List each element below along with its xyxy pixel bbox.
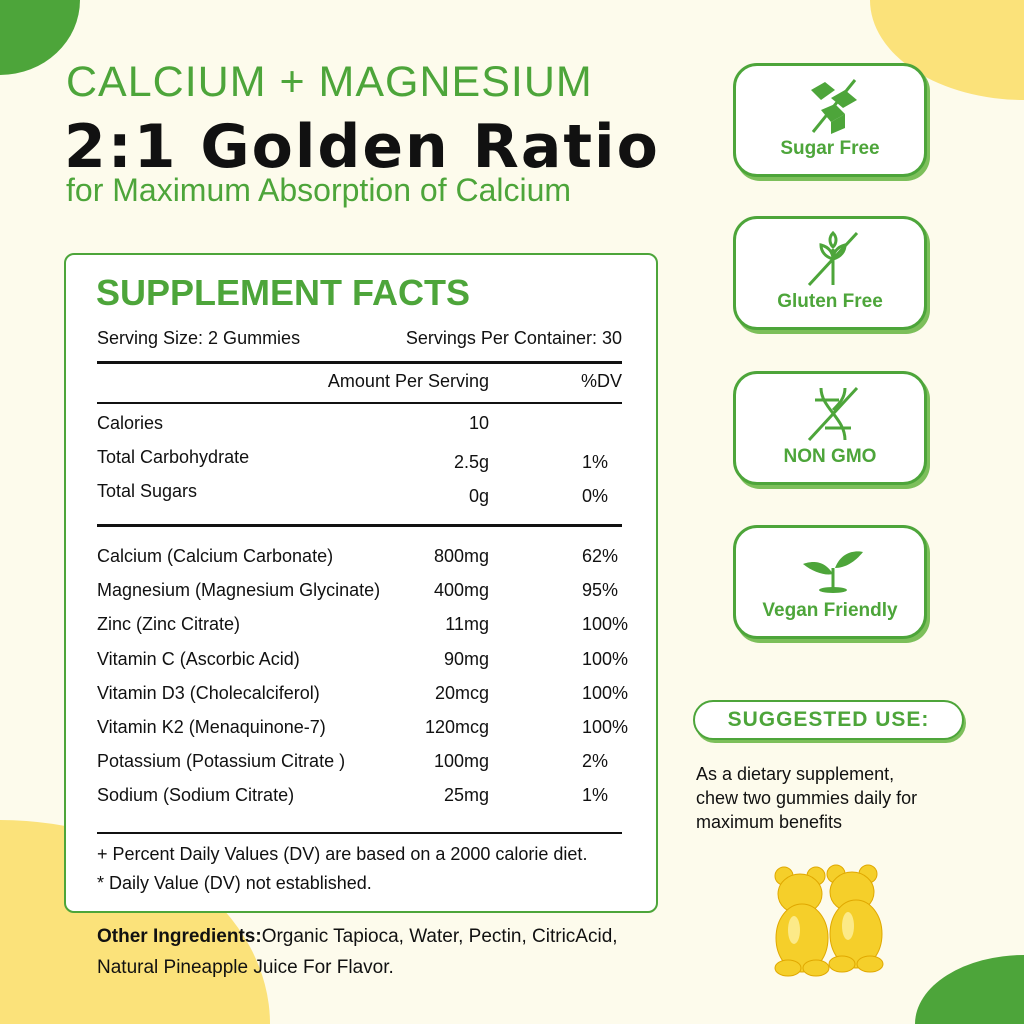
gummy-bear xyxy=(774,866,830,977)
nutrient-name: Vitamin C (Ascorbic Acid) xyxy=(97,648,300,669)
nutrient-name: Sodium (Sodium Citrate) xyxy=(97,785,295,806)
nutrient-name: Total Sugars xyxy=(97,481,198,501)
sprout-icon xyxy=(803,551,863,593)
nutrient-dv: 95% xyxy=(582,580,619,601)
nutrient-amount: 10 xyxy=(468,413,489,433)
nutrient-name: Potassium (Potassium Citrate ) xyxy=(97,751,346,772)
divider xyxy=(97,832,622,834)
nutrient-name: Total Carbohydrate xyxy=(97,447,250,467)
badge-gluten-free: Gluten Free xyxy=(733,216,927,330)
gummy-bears-image xyxy=(774,864,884,977)
servings-per-container: Servings Per Container: 30 xyxy=(405,328,622,348)
badge-label: Gluten Free xyxy=(777,291,883,312)
other-ingredients-text: Organic Tapioca, Water, Pectin, CitricAc… xyxy=(261,926,618,947)
suggested-use-line: maximum benefits xyxy=(696,812,843,832)
badge-non-gmo: NON GMO xyxy=(733,371,927,485)
footnote-not-established: * Daily Value (DV) not established. xyxy=(97,873,372,893)
nutrient-dv: 100% xyxy=(582,648,629,669)
nutrient-amount: 11mg xyxy=(445,614,489,635)
nutrient-amount: 400mg xyxy=(433,580,489,601)
nutrient-dv: 1% xyxy=(582,452,609,472)
headline: CALCIUM + MAGNESIUM xyxy=(66,58,593,106)
badge-label: NON GMO xyxy=(783,446,877,467)
divider xyxy=(97,361,622,364)
nutrient-amount: 90mg xyxy=(443,648,489,669)
dna-crossed-icon xyxy=(807,386,859,442)
badge-sugar-free: Sugar Free xyxy=(733,63,927,177)
nutrient-name: Vitamin D3 (Cholecalciferol) xyxy=(97,682,320,703)
nutrient-name: Calcium (Calcium Carbonate) xyxy=(97,546,334,566)
nutrient-dv: 0% xyxy=(582,486,609,506)
corner-decoration-green xyxy=(915,955,1024,1024)
suggested-use-title: SUGGESTED USE: xyxy=(693,700,964,740)
badge-vegan-friendly: Vegan Friendly xyxy=(733,525,927,639)
nutrient-dv: 100% xyxy=(582,717,629,737)
facts-title: SUPPLEMENT FACTS xyxy=(96,272,471,313)
divider xyxy=(97,524,622,527)
nutrient-name: Magnesium (Magnesium Glycinate) xyxy=(97,580,381,601)
other-ingredients: Other Ingredients:Organic Tapioca, Water… xyxy=(97,926,618,948)
serving-size: Serving Size: 2 Gummies xyxy=(97,328,301,348)
nutrient-amount: 20mcg xyxy=(434,682,489,703)
ratio-title: 2:1 Golden Ratio xyxy=(64,112,660,182)
badge-label: Sugar Free xyxy=(780,138,880,159)
nutrient-name: Calories xyxy=(97,413,164,433)
nutrient-amount: 0g xyxy=(468,486,489,506)
nutrient-dv: 62% xyxy=(582,546,619,566)
nutrient-amount: 120mcg xyxy=(424,717,489,737)
suggested-use-text: As a dietary supplement, chew two gummie… xyxy=(696,762,996,834)
nutrient-amount: 800mg xyxy=(433,546,489,566)
footnote-dv: + Percent Daily Values (DV) are based on… xyxy=(97,844,588,864)
nutrient-amount: 100mg xyxy=(433,751,489,772)
other-ingredients-text-2: Natural Pineapple Juice For Flavor. xyxy=(97,957,394,978)
nutrient-dv: 1% xyxy=(582,785,609,806)
nutrient-dv: 100% xyxy=(582,614,629,635)
suggested-use-line: chew two gummies daily for xyxy=(696,788,918,808)
nutrient-dv: 2% xyxy=(582,751,609,772)
other-ingredients-label: Other Ingredients: xyxy=(97,926,262,947)
sugar-cubes-crossed-icon xyxy=(811,79,857,134)
wheat-crossed-icon xyxy=(807,230,859,287)
subtitle: for Maximum Absorption of Calcium xyxy=(66,172,572,208)
divider xyxy=(97,402,622,404)
nutrient-name: Zinc (Zinc Citrate) xyxy=(97,614,241,635)
nutrient-dv: 100% xyxy=(582,682,629,703)
col-amount-header: Amount Per Serving xyxy=(327,371,489,391)
nutrient-amount: 2.5g xyxy=(453,452,489,472)
nutrient-amount: 25mg xyxy=(443,785,489,806)
gummy-bear xyxy=(826,864,884,973)
suggested-use-line: As a dietary supplement, xyxy=(696,764,895,784)
col-dv-header: %DV xyxy=(580,371,622,391)
nutrient-name: Vitamin K2 (Menaquinone-7) xyxy=(97,717,326,737)
badge-label: Vegan Friendly xyxy=(762,600,898,621)
